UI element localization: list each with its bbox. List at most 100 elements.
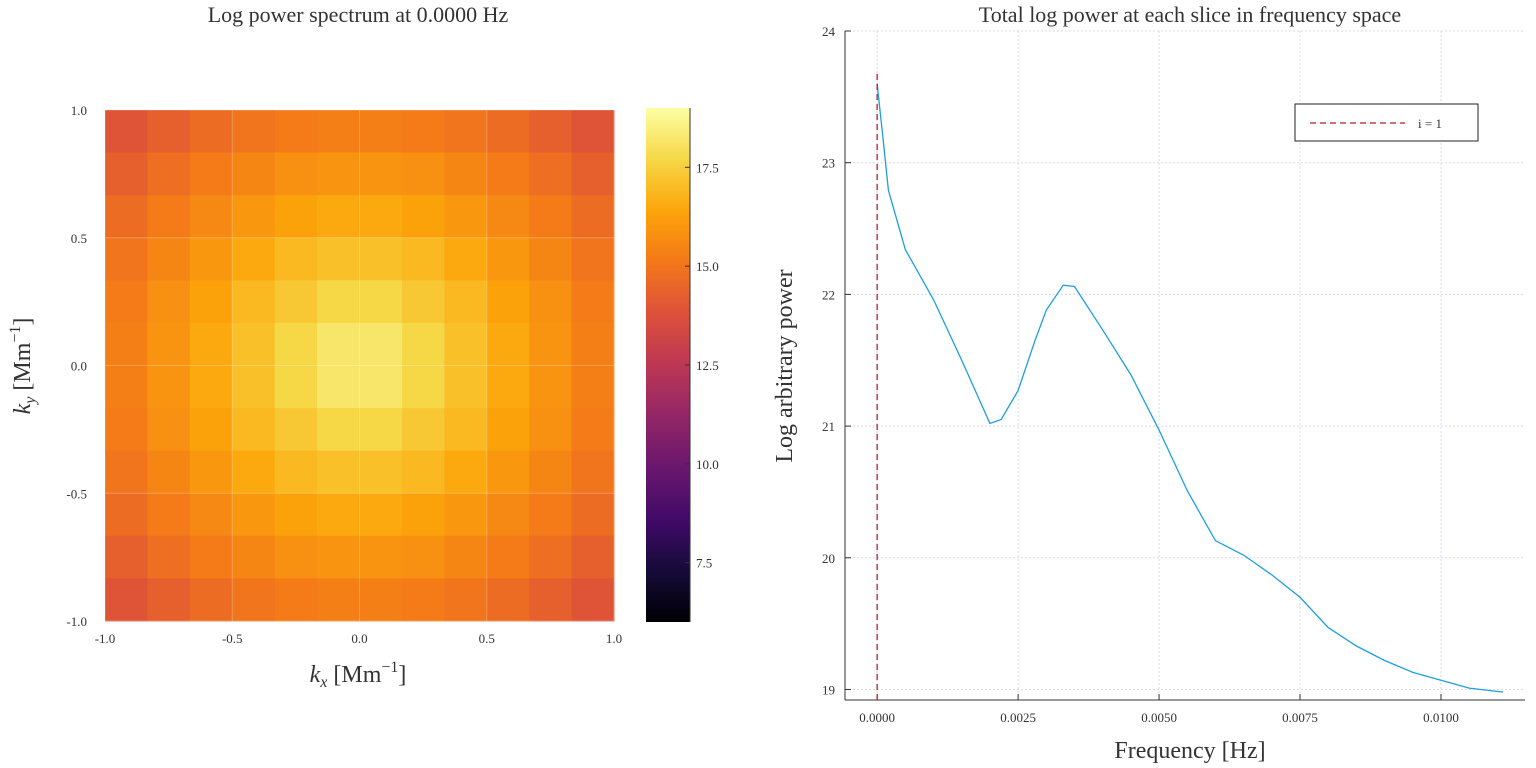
heatmap-cell bbox=[571, 322, 615, 366]
heatmap-cell bbox=[359, 280, 403, 324]
heatmap-cell bbox=[571, 237, 615, 281]
heatmap-cell bbox=[359, 110, 403, 154]
heatmap-cell bbox=[529, 535, 573, 579]
x-tick-label: 0.0050 bbox=[1141, 710, 1177, 725]
x-tick-label: 0.0025 bbox=[1000, 710, 1036, 725]
heatmap-cell bbox=[571, 578, 615, 622]
y-tick-label: 21 bbox=[822, 419, 835, 434]
heatmap-cell bbox=[105, 110, 148, 154]
heatmap-cell bbox=[401, 280, 445, 324]
y-tick-label: 24 bbox=[822, 24, 836, 39]
heatmap-cell bbox=[189, 408, 233, 452]
colorbar-tick-label: 7.5 bbox=[696, 556, 712, 571]
x-tick-label: 0.0000 bbox=[859, 710, 895, 725]
heatmap-cell bbox=[444, 578, 488, 622]
label-part: ] bbox=[398, 662, 406, 688]
heatmap-cell bbox=[105, 578, 148, 622]
heatmap-cell bbox=[359, 322, 403, 366]
heatmap-cell bbox=[147, 152, 191, 196]
heatmap-cell bbox=[232, 408, 276, 452]
heatmap-cell bbox=[274, 152, 318, 196]
label-part: x bbox=[319, 674, 327, 691]
heatmap-cell bbox=[105, 322, 148, 366]
colorbar-tick-label: 15.0 bbox=[696, 259, 719, 274]
heatmap-cell bbox=[317, 322, 360, 366]
heatmap-cell bbox=[401, 493, 445, 537]
heatmap-cell bbox=[232, 493, 276, 537]
heatmap-cell bbox=[274, 535, 318, 579]
heatmap-cell bbox=[147, 237, 191, 281]
heatmap-cell bbox=[401, 110, 445, 154]
heatmap-cell bbox=[486, 365, 530, 409]
heatmap-cell bbox=[486, 152, 530, 196]
heatmap-cell bbox=[274, 578, 318, 622]
heatmap-cell bbox=[529, 110, 573, 154]
heatmap-cell bbox=[529, 152, 573, 196]
heatmap-cell bbox=[317, 408, 360, 452]
line-title: Total log power at each slice in frequen… bbox=[979, 2, 1401, 27]
heatmap-cell bbox=[486, 237, 530, 281]
heatmap-cell bbox=[401, 237, 445, 281]
heatmap-cell bbox=[232, 110, 276, 154]
heatmap-cell bbox=[232, 578, 276, 622]
heatmap-cell bbox=[147, 578, 191, 622]
label-part: k bbox=[310, 662, 321, 688]
heatmap-cell bbox=[529, 195, 573, 239]
heatmap-cell bbox=[274, 110, 318, 154]
colorbar-tick-label: 10.0 bbox=[696, 457, 719, 472]
heatmap-cell bbox=[571, 493, 615, 537]
heatmap-cell bbox=[444, 535, 488, 579]
heatmap-cell bbox=[274, 237, 318, 281]
x-tick-label: -1.0 bbox=[95, 631, 116, 646]
colorbar-tick-label: 12.5 bbox=[696, 358, 719, 373]
heatmap-cell bbox=[444, 280, 488, 324]
label-part: −1 bbox=[381, 659, 398, 676]
x-tick-label: 1.0 bbox=[606, 631, 622, 646]
heatmap-cell bbox=[529, 450, 573, 494]
heatmap-cell bbox=[105, 493, 148, 537]
y-tick-label: 22 bbox=[822, 287, 835, 302]
heatmap-cell bbox=[189, 450, 233, 494]
label-part: [Mm bbox=[10, 342, 36, 396]
heatmap-cell bbox=[359, 195, 403, 239]
heatmap-cell bbox=[359, 493, 403, 537]
heatmap-cell bbox=[317, 237, 360, 281]
heatmap-cell bbox=[232, 280, 276, 324]
heatmap-cell bbox=[486, 578, 530, 622]
heatmap-cell bbox=[486, 450, 530, 494]
y-tick-label: 0.5 bbox=[71, 231, 87, 246]
heatmap-cell bbox=[189, 365, 233, 409]
heatmap-cell bbox=[147, 493, 191, 537]
heatmap-cell bbox=[359, 535, 403, 579]
colorbar-tick-label: 17.5 bbox=[696, 160, 719, 175]
y-tick-label: -0.5 bbox=[66, 486, 87, 501]
heatmap-cell bbox=[274, 408, 318, 452]
heatmap-y-label: ky [Mm−1] bbox=[7, 318, 39, 415]
heatmap-cell bbox=[317, 535, 360, 579]
heatmap-cell bbox=[147, 450, 191, 494]
heatmap-cell bbox=[105, 237, 148, 281]
heatmap-cell bbox=[189, 535, 233, 579]
heatmap-cell bbox=[529, 322, 573, 366]
x-tick-label: 0.0075 bbox=[1282, 710, 1318, 725]
heatmap-cell bbox=[486, 322, 530, 366]
heatmap-cell bbox=[444, 408, 488, 452]
heatmap-title: Log power spectrum at 0.0000 Hz bbox=[208, 2, 509, 27]
heatmap-cell bbox=[317, 365, 360, 409]
heatmap-cell bbox=[444, 493, 488, 537]
y-tick-label: 23 bbox=[822, 156, 835, 171]
heatmap-cell bbox=[232, 237, 276, 281]
heatmap-cell bbox=[232, 195, 276, 239]
heatmap-cell bbox=[529, 237, 573, 281]
heatmap-cell bbox=[444, 450, 488, 494]
heatmap-cell bbox=[105, 365, 148, 409]
heatmap-cell bbox=[401, 195, 445, 239]
heatmap-cell bbox=[571, 280, 615, 324]
heatmap-cell bbox=[317, 578, 360, 622]
heatmap-cell bbox=[232, 450, 276, 494]
legend-label: i = 1 bbox=[1418, 116, 1442, 131]
x-tick-label: -0.5 bbox=[222, 631, 243, 646]
heatmap-cell bbox=[189, 578, 233, 622]
heatmap-cell bbox=[444, 322, 488, 366]
heatmap-cell bbox=[147, 280, 191, 324]
